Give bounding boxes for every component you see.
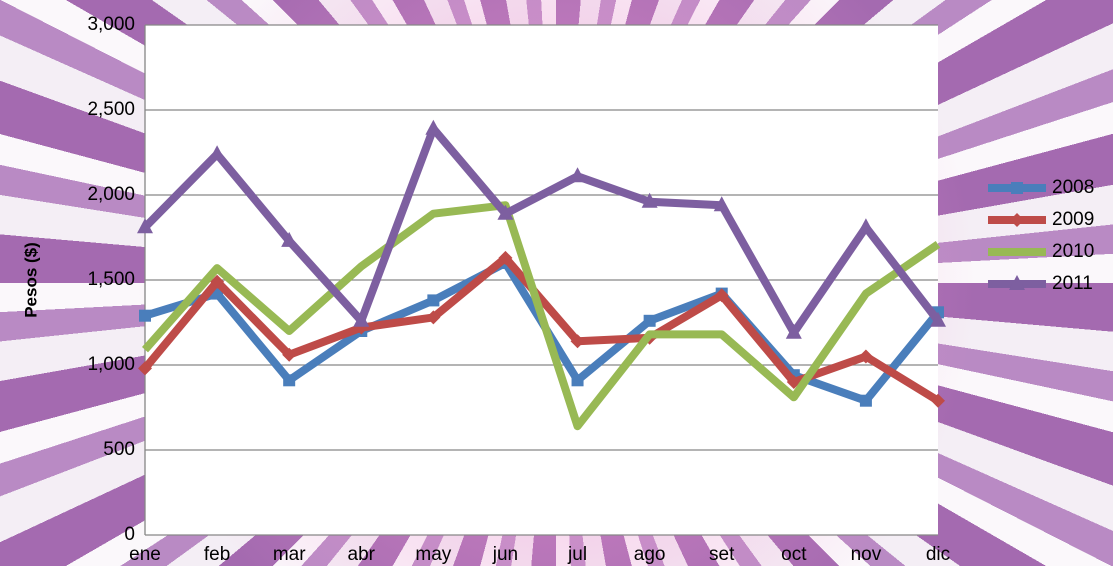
marker: [931, 393, 945, 408]
marker: [498, 250, 513, 265]
marker: [282, 347, 297, 362]
marker: [571, 374, 584, 387]
y-tick-label: 1,000: [87, 354, 135, 375]
legend-label: 2010: [1052, 241, 1094, 262]
marker: [714, 288, 729, 303]
marker: [643, 314, 656, 327]
marker: [138, 361, 152, 376]
series-line: [142, 201, 941, 431]
x-tick-label: ago: [634, 544, 666, 565]
legend-marker: [1011, 182, 1023, 194]
x-tick-label: set: [709, 544, 735, 565]
marker: [210, 274, 225, 289]
series-line: [142, 124, 942, 337]
marker: [569, 167, 586, 183]
y-tick-label: 500: [103, 439, 135, 460]
marker: [427, 294, 440, 307]
y-tick-label: 2,500: [87, 99, 135, 120]
marker: [858, 349, 873, 364]
marker: [426, 310, 441, 325]
x-tick-label: nov: [851, 544, 882, 565]
y-tick-label: 3,000: [87, 14, 135, 35]
marker: [497, 204, 514, 220]
y-tick-label: 2,000: [87, 184, 135, 205]
marker: [425, 119, 442, 135]
x-tick-label: abr: [348, 544, 376, 565]
marker: [209, 145, 226, 161]
legend-label: 2009: [1052, 209, 1094, 230]
legend-label: 2008: [1052, 177, 1094, 198]
x-tick-label: ene: [129, 544, 161, 565]
marker: [137, 218, 153, 234]
marker: [859, 394, 872, 407]
marker: [641, 192, 658, 208]
marker: [713, 196, 730, 212]
marker: [139, 309, 151, 322]
x-tick-label: oct: [781, 544, 807, 565]
marker: [785, 323, 802, 339]
legend-label: 2011: [1052, 273, 1093, 294]
marker: [857, 218, 874, 234]
x-tick-label: jun: [492, 544, 518, 565]
x-tick-label: dic: [926, 544, 950, 565]
marker: [930, 311, 946, 327]
marker: [570, 334, 585, 349]
x-tick-label: may: [415, 544, 451, 565]
y-tick-label: 1,500: [87, 269, 135, 290]
legend-marker: [1010, 213, 1024, 227]
legend-marker: [1009, 275, 1025, 290]
y-tick-label: 0: [124, 524, 135, 545]
x-tick-label: jul: [567, 544, 587, 565]
marker: [281, 231, 298, 247]
marker: [283, 374, 296, 387]
x-tick-label: feb: [204, 544, 230, 565]
x-tick-label: mar: [273, 544, 306, 565]
marker: [353, 311, 370, 327]
y-axis-title: Pesos ($): [21, 242, 40, 318]
